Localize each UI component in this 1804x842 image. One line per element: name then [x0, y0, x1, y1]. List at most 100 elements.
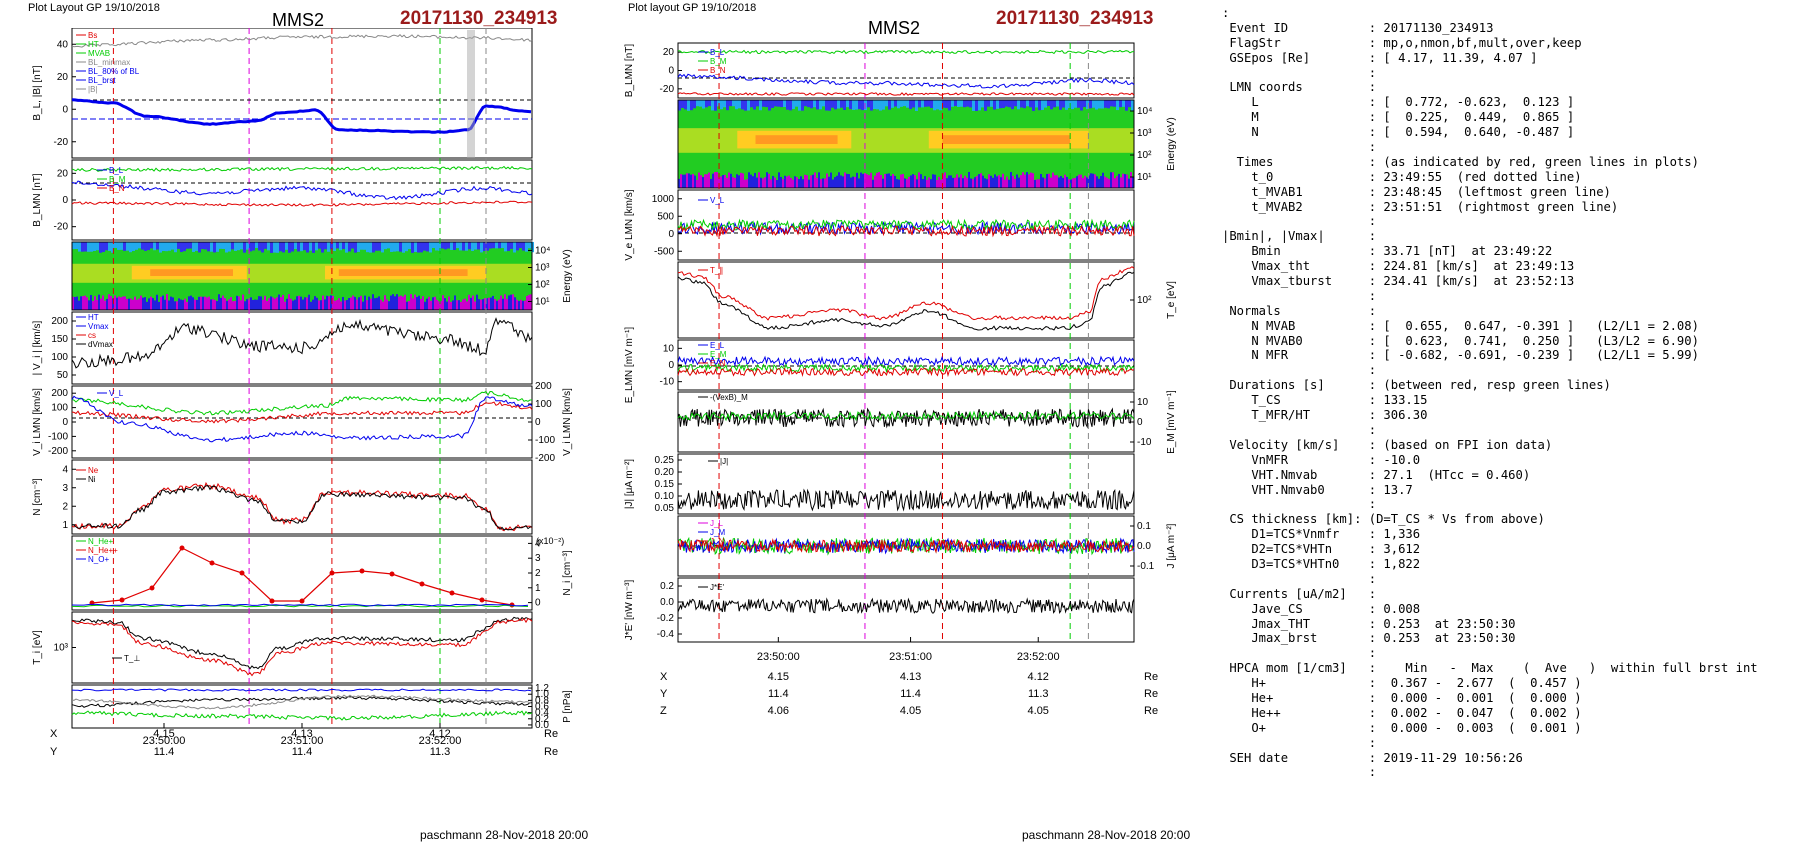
spectrogram-noise [192, 297, 194, 310]
spectrogram-noise [722, 175, 724, 188]
spectrogram-noise [968, 172, 970, 188]
spectrogram-noise [986, 179, 988, 188]
ylabel: E_M [mV m⁻¹] [1166, 390, 1177, 454]
spectrogram-noise [1082, 178, 1084, 188]
spectrogram-top [807, 100, 810, 108]
spectrogram-top [999, 100, 1002, 109]
legend-entry: E_L [710, 341, 725, 350]
spectrogram-noise [524, 300, 526, 310]
spectrogram-top [1011, 100, 1014, 110]
spectrogram-top [303, 242, 306, 251]
spectrogram-top [132, 242, 135, 251]
spectrogram-top [171, 242, 174, 250]
spectrogram-top [912, 100, 915, 108]
spectrogram-noise [1130, 172, 1132, 188]
summary-line: FlagStr : mp,o,nmon,bf,mult,over,keep [1222, 35, 1582, 50]
spectrogram-noise [892, 174, 894, 188]
spectrogram-top [180, 242, 183, 253]
spectrogram-top [1068, 100, 1071, 109]
ytick-label: 0.6 [535, 702, 549, 713]
spectrogram-top [483, 242, 486, 251]
panel-frame [71, 385, 533, 459]
spectrogram-noise [966, 177, 968, 188]
spectrogram-top [717, 100, 720, 107]
spectrogram-noise [1058, 177, 1060, 188]
ephemeris-label: X [660, 671, 668, 683]
spectrogram-top [153, 242, 156, 251]
spectrogram-top [945, 100, 948, 109]
spectrogram-top [324, 242, 327, 250]
spectrogram-noise [972, 179, 974, 188]
spectrogram-noise [994, 174, 996, 188]
spectrogram-top [741, 100, 744, 110]
spectrogram-top [885, 100, 888, 107]
summary-line: Bmin : 33.71 [nT] at 23:49:22 [1222, 244, 1553, 259]
spectrogram-top [501, 242, 504, 249]
spectrogram-top [972, 100, 975, 111]
spectrogram-noise [124, 296, 126, 310]
ytick-label: 100 [535, 399, 552, 410]
ytick-label: 0 [62, 195, 68, 206]
summary-line: Vmax_tburst : 234.41 [km/s] at 23:52:13 [1222, 274, 1575, 289]
spectrogram-top [93, 242, 96, 251]
spectrogram-noise [488, 297, 490, 310]
spectrogram-noise [1028, 174, 1030, 188]
spectrogram-top [870, 100, 873, 111]
spectrogram-top [810, 100, 813, 109]
te-par-line [677, 266, 1135, 321]
spectrogram-noise [188, 296, 190, 310]
spectrogram-noise [1034, 179, 1036, 188]
ytick-label: -0.1 [1137, 561, 1155, 572]
spectrogram-noise [302, 299, 304, 310]
spectrogram-noise [292, 300, 294, 310]
spectrogram-noise [980, 173, 982, 188]
middle-stack-plot: 20 0 -20 B_LMN [nT] 10⁴ 10³ 10² 10¹ Energy (eV) 1… [624, 42, 1177, 717]
spectrogram-core [338, 269, 468, 276]
spectrogram-top [1071, 100, 1074, 110]
spectrogram-top [504, 242, 507, 252]
spectrogram-noise [220, 297, 222, 310]
summary-line: t_0 : 23:49:55 (red dotted line) [1222, 169, 1582, 184]
spectrogram-noise [962, 178, 964, 188]
spectrogram-top [117, 242, 120, 250]
spectrogram-noise [166, 294, 168, 310]
legend-entry: V_L [710, 196, 725, 205]
ytick-label: 0 [668, 229, 674, 240]
spectrogram-noise [1030, 172, 1032, 188]
spectrogram-noise [918, 172, 920, 188]
ephemeris-value: 4.15 [768, 671, 789, 683]
spectrogram-noise [230, 297, 232, 310]
spectrogram-noise [1032, 173, 1034, 188]
spectrogram-noise [424, 301, 426, 310]
spectrogram-top [102, 242, 105, 252]
ephemeris-label: X [50, 728, 58, 740]
legend-entry: BL_brst [88, 76, 116, 85]
spectrogram-top [273, 242, 276, 253]
spectrogram-top [729, 100, 732, 107]
ytick-label: 0.1 [1137, 521, 1151, 532]
ylabel: T_i [eV] [32, 630, 43, 665]
spectrogram-top [495, 242, 498, 249]
spectrogram-noise [822, 178, 824, 188]
spectrogram-noise [512, 294, 514, 310]
spectrogram-noise [196, 299, 198, 310]
ytick-label: 0 [1137, 417, 1143, 428]
spectrogram-top [1128, 100, 1131, 108]
spectrogram-noise [76, 296, 78, 310]
summary-line: CS thickness [km]: (D=T_CS * Vs from abo… [1222, 512, 1545, 527]
summary-line: LMN coords : [1222, 80, 1377, 95]
spectrogram-noise [458, 300, 460, 310]
en-line [677, 366, 1135, 378]
spectrogram-noise [370, 298, 372, 310]
spectrogram-noise [1064, 174, 1066, 188]
spectrogram-noise [132, 299, 134, 310]
spectrogram-top [876, 100, 879, 110]
spectrogram-noise [742, 173, 744, 188]
spectrogram-noise [964, 175, 966, 188]
spectrogram-noise [1014, 178, 1016, 188]
spectrogram-noise [272, 297, 274, 310]
spectrogram-top [306, 242, 309, 253]
spectrogram-noise [700, 175, 702, 188]
spectrogram-noise [952, 177, 954, 188]
spectrogram-noise [852, 176, 854, 188]
